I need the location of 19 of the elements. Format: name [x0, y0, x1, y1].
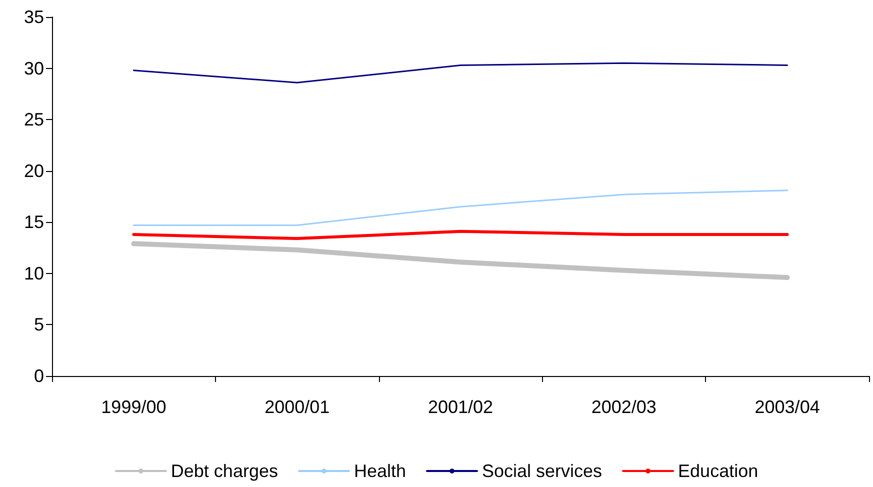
- y-tick-label: 35: [24, 7, 44, 27]
- legend-label: Health: [354, 461, 406, 481]
- x-tick-label: 2003/04: [754, 397, 820, 417]
- legend-label: Social services: [482, 461, 602, 481]
- line-series: [132, 62, 788, 84]
- line-series: [132, 190, 788, 226]
- y-tick-label: 0: [34, 366, 44, 386]
- y-tick-label: 20: [24, 160, 44, 181]
- legend-label: Debt charges: [170, 461, 278, 481]
- y-tick-label: 10: [24, 263, 44, 284]
- x-tick-label: 1999/00: [101, 397, 166, 417]
- x-tick-label: 2002/03: [591, 397, 656, 417]
- x-tick-label: 2000/01: [264, 397, 330, 417]
- legend-label: Education: [678, 461, 758, 481]
- y-tick-label: 25: [24, 110, 44, 130]
- y-tick-label: 30: [24, 58, 44, 78]
- x-tick-label: 2001/02: [428, 397, 494, 417]
- y-tick-label: 5: [34, 314, 44, 335]
- y-tick-label: 15: [24, 212, 44, 232]
